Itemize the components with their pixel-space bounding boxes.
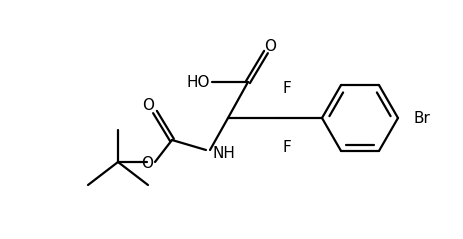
Text: Br: Br <box>413 110 430 125</box>
Text: O: O <box>263 38 275 54</box>
Text: NH: NH <box>213 147 235 162</box>
Text: F: F <box>282 81 291 96</box>
Text: O: O <box>142 98 154 113</box>
Text: F: F <box>282 141 291 156</box>
Text: HO: HO <box>186 75 209 89</box>
Text: O: O <box>141 157 153 172</box>
